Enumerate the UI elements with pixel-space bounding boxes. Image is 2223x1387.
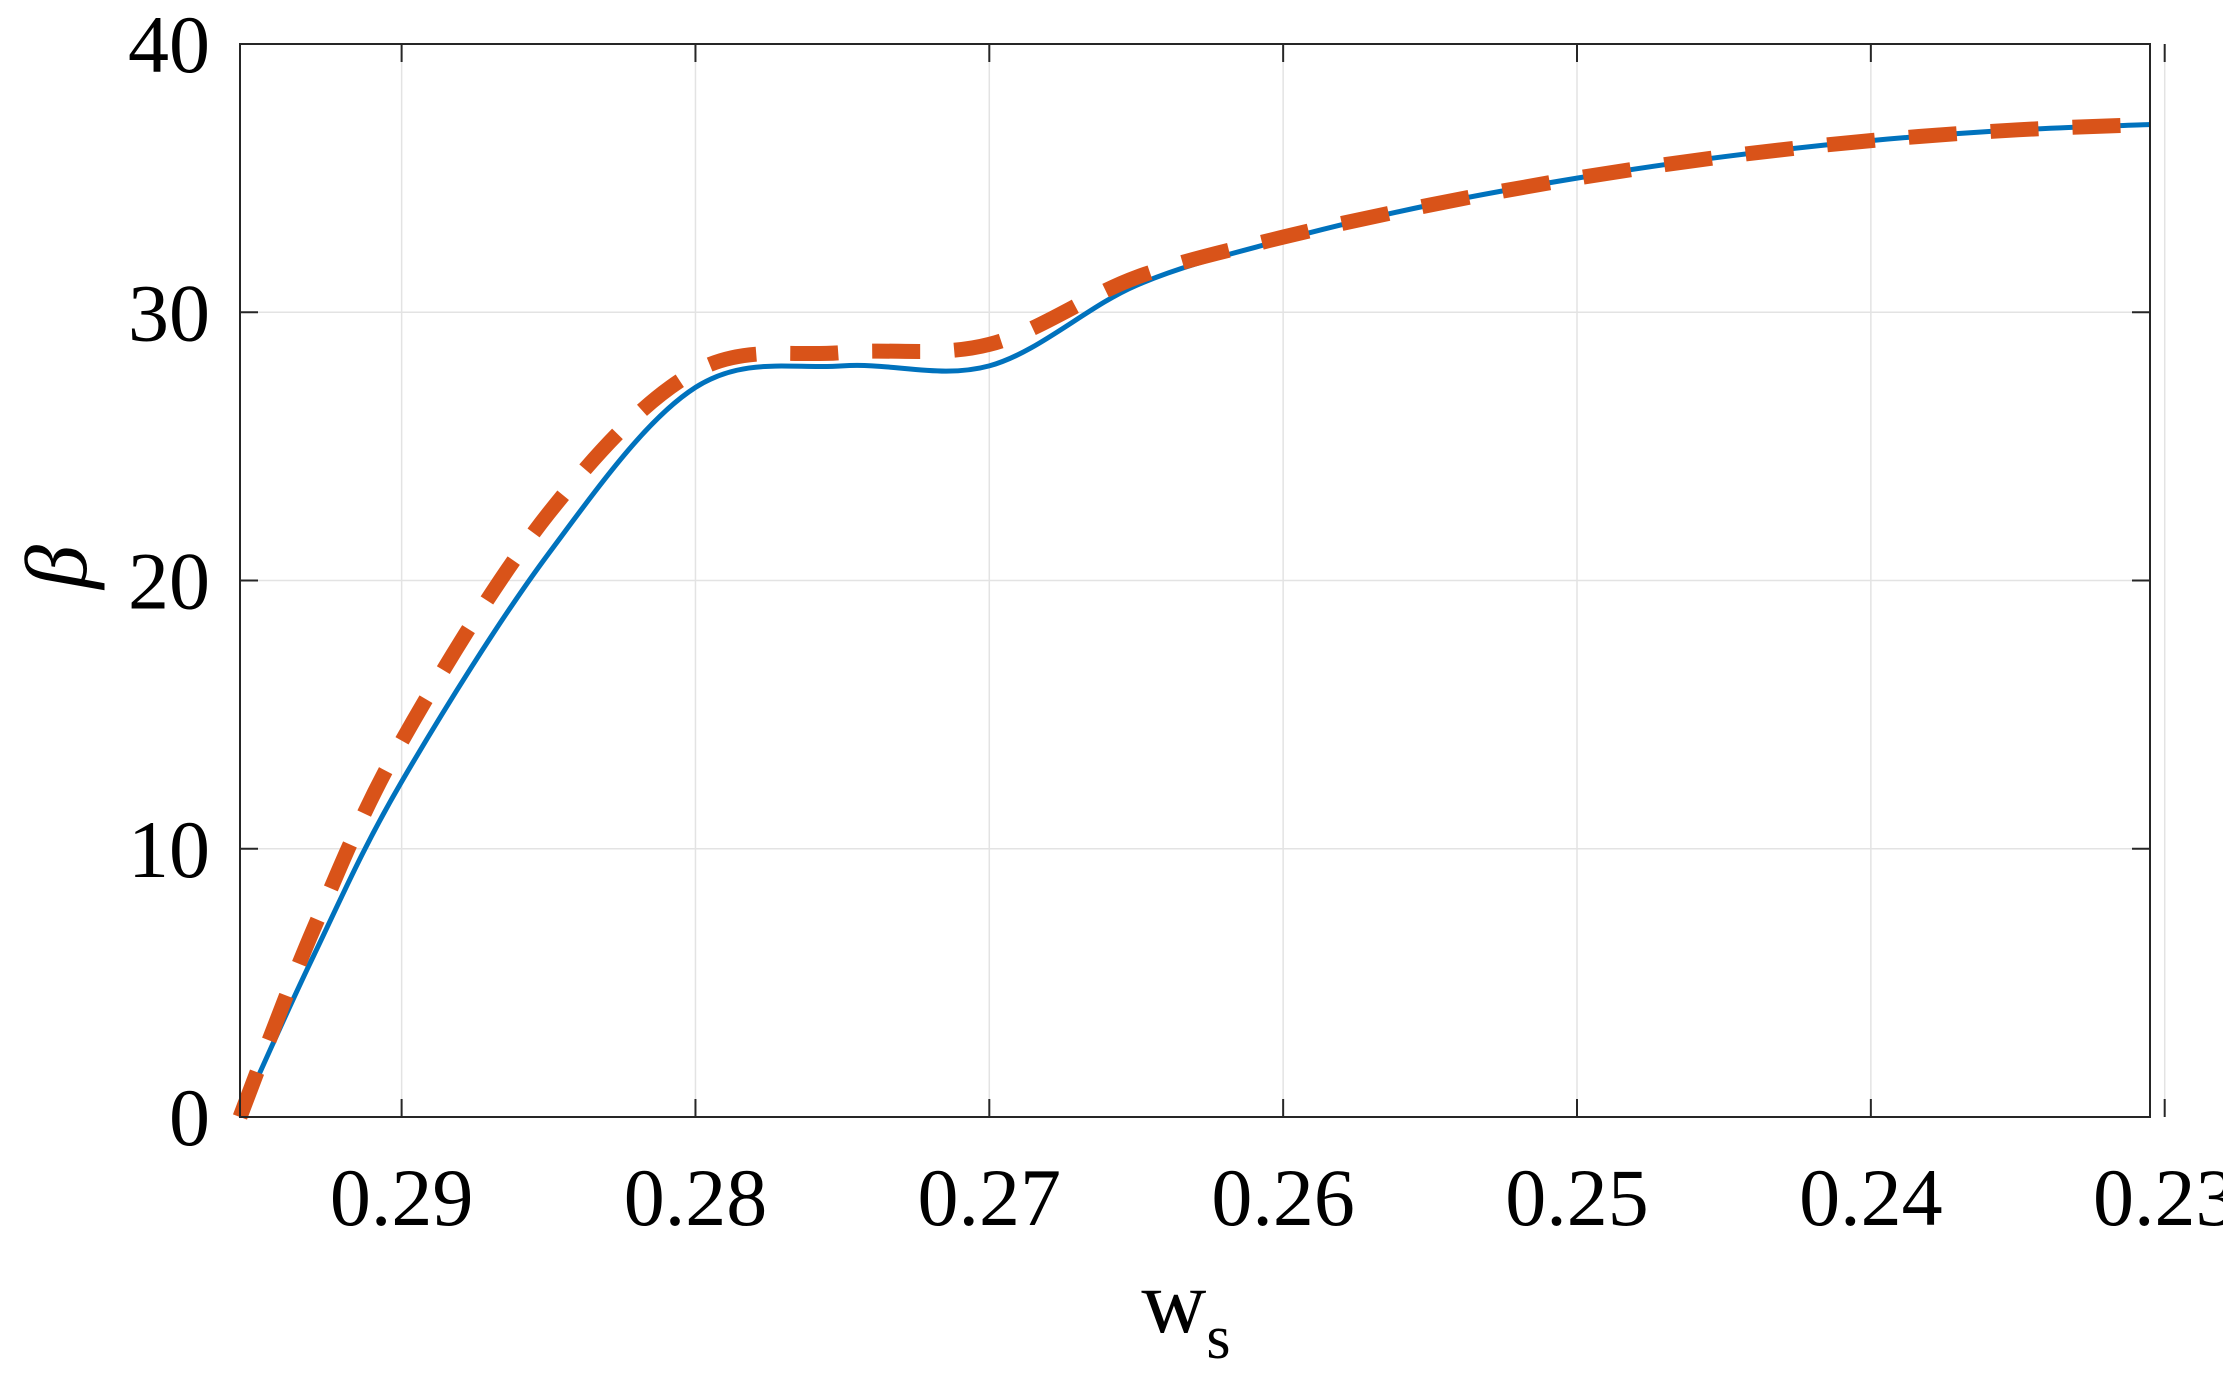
y-tick-label: 0: [169, 1072, 210, 1163]
tick-marks: [240, 43, 2166, 1118]
x-tick-label: 0.26: [1211, 1152, 1355, 1243]
y-tick-label: 30: [128, 267, 210, 358]
y-tick-label: 40: [128, 0, 210, 90]
y-tick-labels: 0 10 20 30 40: [128, 0, 210, 1163]
y-axis-label: β: [9, 545, 106, 591]
y-tick-label: 10: [128, 804, 210, 895]
x-tick-label: 0.25: [1505, 1152, 1649, 1243]
x-tick-label: 0.27: [918, 1152, 1062, 1243]
x-tick-label: 0.23: [2093, 1152, 2223, 1243]
x-axis-label: ws: [1141, 1253, 1230, 1372]
x-axis-label-main: w: [1141, 1253, 1206, 1352]
x-tick-labels: 0.29 0.28 0.27 0.26 0.25 0.24 0.23: [330, 1152, 2223, 1243]
y-tick-label: 20: [128, 536, 210, 627]
x-axis-label-subscript: s: [1206, 1304, 1230, 1372]
x-tick-label: 0.28: [624, 1152, 768, 1243]
x-tick-label: 0.29: [330, 1152, 474, 1243]
series-line-solid: [237, 122, 2151, 1119]
grid-lines: [240, 44, 2166, 1117]
series-line-dashed: [233, 117, 2151, 1120]
series-layer: [233, 117, 2151, 1120]
x-tick-label: 0.24: [1799, 1152, 1943, 1243]
